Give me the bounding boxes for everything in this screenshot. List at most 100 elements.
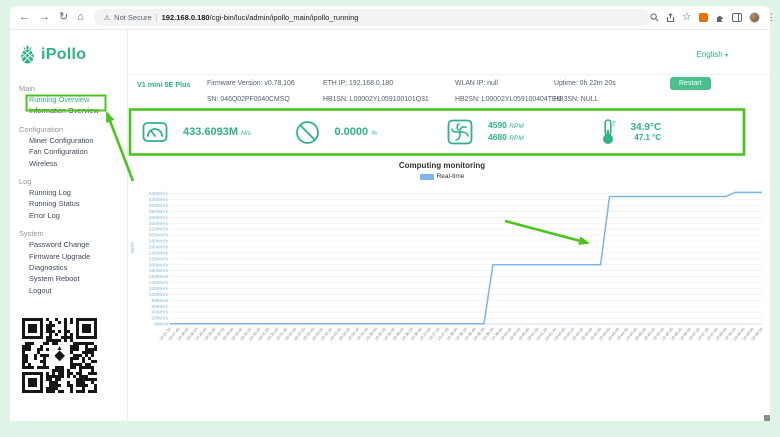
scrollbar-corner[interactable] [764,415,770,421]
no-entry-icon [295,120,319,144]
svg-text:380MH/s: 380MH/s [149,209,169,215]
sidebar-item-running-log[interactable]: Running Log [29,188,71,198]
fan-speed-values: 4590 RPM 4680 RPM [488,120,524,142]
side-panel-icon[interactable] [731,13,742,22]
hashrate-unit: H/s [241,130,251,137]
ipollo-logo-icon [21,45,34,64]
eth-ip: ETH IP: 192.168.0.180 [323,80,394,87]
hashrate-value: 433.6093M H/s [183,126,251,138]
svg-text:360MH/s: 360MH/s [149,215,169,221]
svg-text:300MH/s: 300MH/s [149,233,169,239]
svg-text:80MH/s: 80MH/s [151,298,168,304]
svg-text:200MH/s: 200MH/s [149,262,169,268]
reject-rate-stat: 0.0000 % [283,120,436,145]
svg-text:340MH/s: 340MH/s [149,221,169,227]
svg-text:100MH/s: 100MH/s [149,292,169,298]
sidebar-section-configuration: Configuration [19,124,63,134]
svg-text:180MH/s: 180MH/s [149,268,169,274]
svg-text:160MH/s: 160MH/s [149,274,169,280]
ipollo-page: iPollo Main Running Overview Information… [10,30,770,421]
svg-text:220MH/s: 220MH/s [149,256,169,262]
hb1-serial: HB1SN: L00002YL059100101Q31 [323,96,429,103]
sidebar-item-system-reboot[interactable]: System Reboot [29,274,80,284]
main-content: English ▾ V1 mini 5E Plus Firmware Versi… [128,30,770,421]
browser-chrome: ← → ↻ ⌂ ⚠ Not Secure | 192.168.0.180/cgi… [10,6,776,30]
reject-rate-value: 0.0000 % [334,126,378,138]
restart-button[interactable]: Restart [670,77,711,90]
profile-avatar[interactable] [748,12,760,23]
extension-icon[interactable] [698,13,708,22]
forward-icon[interactable]: → [39,11,50,23]
svg-text:260MH/s: 260MH/s [149,245,169,251]
url-path: /cgi-bin/luci/admin/ipollo_main/ipollo_r… [209,13,359,22]
temperature-stat: 34.9°C 47.1 °C [588,118,741,146]
chart-title: Computing monitoring [398,161,486,170]
sidebar-item-diagnostics[interactable]: Diagnostics [29,263,68,273]
serial-number: SN: 046Q02PF0040CMSQ [207,96,290,103]
chevron-down-icon: ▾ [724,53,728,59]
hb2-serial: HB2SN: L00002YL059100404TEU [455,96,562,103]
sidebar-item-wireless[interactable]: Wireless [29,158,58,168]
svg-text:400MH/s: 400MH/s [149,203,169,209]
logo-text: iPollo [41,45,87,63]
back-icon[interactable]: ← [19,11,30,23]
svg-text:▲: ▲ [56,345,63,352]
sidebar-section-log: Log [19,177,32,187]
svg-text:120MH/s: 120MH/s [149,286,169,292]
hashrate-stat: 433.6093M H/s [130,119,283,145]
address-bar[interactable]: ⚠ Not Secure | 192.168.0.180/cgi-bin/luc… [93,9,650,26]
sidebar-item-information-overview[interactable]: Information Overview [29,106,99,116]
ipollo-logo: iPollo [10,30,127,70]
sidebar-item-running-status[interactable]: Running Status [29,199,80,209]
sidebar-nav: Main Running Overview Information Overvi… [10,70,127,296]
legend-swatch [419,173,434,180]
svg-text:420MH/s: 420MH/s [149,197,169,203]
fan-icon [447,119,473,145]
sidebar-section-system: System [19,229,44,239]
share-icon[interactable] [666,12,675,23]
svg-text:440MH/s: 440MH/s [149,191,169,197]
temperature-values: 34.9°C 47.1 °C [630,121,662,142]
svg-text:240MH/s: 240MH/s [149,250,169,256]
firmware-version: Firmware Version: v0.78.106 [207,80,295,87]
device-info-row-1: V1 mini 5E Plus Firmware Version: v0.78.… [128,77,770,91]
reload-icon[interactable]: ↻ [59,11,69,23]
qr-code: ◆▲ [22,318,97,393]
svg-text:0MH/s: 0MH/s [154,322,168,328]
svg-text:140MH/s: 140MH/s [149,280,169,286]
sidebar-item-fan-configuration[interactable]: Fan Configuration [29,147,88,157]
svg-text:280MH/s: 280MH/s [149,239,169,245]
bookmark-star-icon[interactable]: ☆ [681,11,692,23]
uptime: Uptime: 0h 22m 20s [554,80,616,87]
sidebar-item-logout[interactable]: Logout [29,285,52,295]
sidebar-item-miner-configuration[interactable]: Miner Configuration [29,135,94,145]
fan-speed-stat: 4590 RPM 4680 RPM [435,119,588,145]
security-label: Not Secure [114,13,152,22]
svg-text:60MH/s: 60MH/s [151,304,168,310]
stats-row: 433.6093M H/s 0.0000 % [130,111,740,153]
computing-monitoring-chart: 0MH/s20MH/s40MH/s60MH/s80MH/s100MH/s120M… [149,191,764,341]
search-icon[interactable] [650,13,659,22]
sidebar: iPollo Main Running Overview Information… [10,30,128,421]
url-host: 192.168.0.180 [161,13,210,22]
fan-unit-1: RPM [509,123,524,130]
sidebar-item-running-overview[interactable]: Running Overview [29,95,90,104]
extensions-puzzle-icon[interactable] [715,13,725,23]
wlan-ip: WLAN IP: null [455,80,498,87]
language-selector[interactable]: English ▾ [697,50,729,59]
y-axis-title: MH/S [130,241,136,254]
device-info-row-2: SN: 046Q02PF0040CMSQ HB1SN: L00002YL0591… [128,96,770,107]
svg-text:40MH/s: 40MH/s [151,310,168,316]
sidebar-item-error-log[interactable]: Error Log [29,210,60,220]
sidebar-item-password-change[interactable]: Password Change [29,240,90,250]
svg-text:20MH/s: 20MH/s [151,316,168,322]
home-icon[interactable]: ⌂ [77,11,84,23]
svg-text:320MH/s: 320MH/s [149,227,169,233]
language-label: English [696,50,723,59]
svg-text:◆: ◆ [54,348,65,363]
chart-legend[interactable]: Real-time [128,173,756,180]
browser-menu-icon[interactable]: ⋮ [766,12,776,22]
sidebar-item-firmware-upgrade[interactable]: Firmware Upgrade [29,251,91,261]
device-model: V1 mini 5E Plus [137,80,191,89]
gauge-icon [142,122,168,142]
